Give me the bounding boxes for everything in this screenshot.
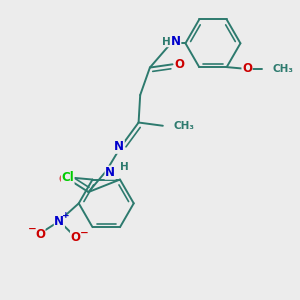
Text: H: H: [162, 37, 170, 47]
Text: N: N: [105, 166, 115, 179]
Text: O: O: [242, 62, 252, 75]
Text: CH₃: CH₃: [273, 64, 294, 74]
Text: O: O: [35, 228, 45, 241]
Text: Cl: Cl: [61, 171, 74, 184]
Text: O: O: [70, 231, 80, 244]
Text: H: H: [120, 162, 128, 172]
Text: O: O: [58, 172, 69, 186]
Text: N: N: [171, 35, 181, 48]
Text: +: +: [62, 211, 70, 220]
Text: −: −: [28, 224, 37, 234]
Text: CH₃: CH₃: [173, 121, 194, 131]
Text: N: N: [54, 214, 64, 228]
Text: −: −: [80, 227, 88, 238]
Text: N: N: [114, 140, 124, 153]
Text: O: O: [175, 58, 184, 71]
